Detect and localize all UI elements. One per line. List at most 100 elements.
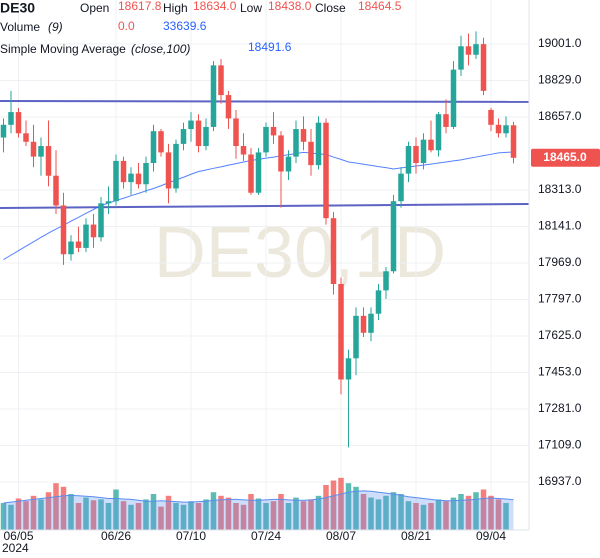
trend-line (0, 100, 530, 103)
candle-body (480, 44, 487, 91)
volume-bar (240, 504, 247, 530)
candle-body (240, 146, 247, 155)
volume-bar (173, 503, 179, 530)
volume-bar (435, 499, 442, 530)
candle-body (345, 358, 352, 380)
candle-body (15, 112, 22, 134)
y-tick-label: 19001.0 (538, 36, 582, 50)
volume-ma-line (3, 490, 514, 504)
volume-bar (150, 494, 157, 530)
volume-bar (225, 497, 232, 530)
volume-bar (90, 500, 97, 530)
volume-bar (270, 501, 277, 530)
y-tick-label: 17969.0 (538, 255, 582, 269)
volume-bar (128, 504, 134, 530)
candle-body (263, 126, 269, 153)
volume-bar (135, 503, 142, 530)
volume-bar (143, 499, 149, 530)
volume-bar (8, 504, 14, 530)
volume-bar (195, 503, 202, 530)
volume-bar (375, 499, 382, 530)
candle-body (255, 152, 262, 193)
y-tick-label: 17109.0 (538, 438, 582, 452)
volume-ma-area (3, 490, 514, 530)
candle-body (420, 139, 427, 164)
y-tick-label: 17625.0 (538, 328, 582, 342)
volume-bar (473, 492, 479, 530)
trend-line (0, 202, 530, 210)
candle-body (308, 141, 314, 166)
volume-bar (300, 501, 307, 530)
volume-bar (180, 504, 187, 530)
candle-body (488, 109, 494, 125)
volume-bar (360, 494, 367, 530)
candle-body (158, 131, 164, 153)
volume-bar (383, 495, 389, 530)
y-tick-label: 17453.0 (538, 365, 582, 379)
candle-body (53, 175, 59, 206)
candle-body (173, 143, 179, 189)
candle-body (285, 156, 292, 172)
volume-bar (420, 504, 427, 530)
candle-body (75, 241, 82, 248)
candle-body (248, 154, 254, 193)
candle-body (443, 114, 449, 127)
candle-body (278, 135, 284, 172)
candle-body (330, 218, 337, 284)
candle-body (300, 129, 307, 142)
volume-bar (458, 494, 464, 530)
candle-body (68, 241, 74, 255)
volume-bar (105, 503, 112, 530)
candle-body (150, 131, 157, 164)
x-tick-label: 06/05 (3, 529, 33, 543)
volume-bar (60, 486, 67, 530)
volume-bar (83, 497, 89, 530)
volume-bar (323, 485, 329, 530)
candle-body (38, 146, 44, 157)
legend-label: Close (315, 1, 346, 15)
legend-params: (close,100) (131, 42, 190, 56)
volume-bar (158, 506, 164, 530)
volume-bar (113, 489, 119, 530)
legend-value: 18464.5 (358, 0, 402, 13)
volume-bar (278, 494, 284, 530)
volume-bar (30, 495, 37, 530)
volume-bar (308, 499, 314, 530)
volume-bar (53, 483, 59, 530)
volume-bar (495, 499, 502, 530)
volume-bar (188, 501, 194, 530)
candle-body (195, 120, 202, 147)
plot-area (0, 0, 530, 530)
legend-label: Open (80, 1, 109, 15)
y-tick-label: 18829.0 (538, 73, 582, 87)
watermark: DE30,1D (154, 213, 446, 293)
volume-bar (98, 499, 104, 530)
legend-label: High (163, 1, 188, 15)
candle-body (390, 201, 397, 272)
volume-bar (390, 492, 397, 530)
legend-label: Volume (0, 20, 40, 34)
volume-bar (465, 495, 472, 530)
y-tick-label: 18313.0 (538, 182, 582, 196)
candle-body (413, 146, 419, 164)
candle-body (203, 126, 209, 147)
volume-bar (480, 489, 487, 530)
legend-value: 18438.0 (268, 0, 312, 13)
candle-body (510, 125, 517, 158)
candle-body (90, 224, 97, 238)
candle-body (188, 120, 194, 130)
volume-bar (218, 495, 224, 530)
candle-body (473, 44, 479, 55)
y-tick-label: 18657.0 (538, 109, 582, 123)
volume-bar (165, 495, 172, 530)
candle-body (503, 125, 509, 134)
volume-bar (293, 497, 299, 530)
candle-body (30, 141, 37, 157)
legend-label: Low (240, 1, 262, 15)
x-tick-label: 06/26 (101, 529, 131, 543)
candle-body (428, 139, 434, 151)
y-tick-label: 17281.0 (538, 401, 582, 415)
candle-body (45, 146, 52, 176)
